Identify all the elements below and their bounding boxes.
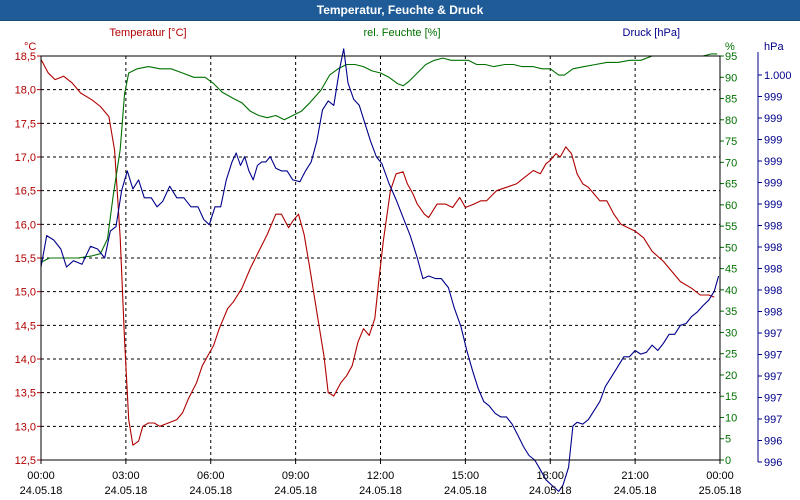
pressure-unit-label: hPa [764,41,784,53]
humidity-legend: rel. Feuchte [%] [363,27,440,39]
x-tick-time: 06:00 [197,470,225,482]
pressure-tick-label: 999 [764,135,782,147]
temperature-tick-label: 18,0 [15,85,36,97]
pressure-tick-label: 999 [764,156,782,168]
pressure-tick-label: 998 [764,285,782,297]
humidity-tick-label: 20 [725,370,737,382]
humidity-tick-label: 5 [725,434,731,446]
plot-frame [40,55,721,461]
x-tick-date: 24.05.18 [359,485,402,497]
pressure-tick-label: 998 [764,264,782,276]
humidity-tick-label: 50 [725,242,737,254]
x-tick-time: 18:00 [536,470,564,482]
temperature-line [40,59,715,446]
pressure-tick-label: 998 [764,242,782,254]
x-tick-time: 21:00 [621,470,649,482]
humidity-tick-label: 75 [725,136,737,148]
x-tick-time: 12:00 [367,470,395,482]
pressure-tick-label: 997 [764,328,782,340]
x-tick-time: 09:00 [282,470,310,482]
pressure-tick-label: 996 [764,457,782,469]
humidity-unit-label: % [725,41,735,53]
x-tick-time: 00:00 [27,470,55,482]
x-tick-date: 24.05.18 [20,485,63,497]
temperature-tick-label: 17,0 [15,152,36,164]
pressure-tick-label: 999 [764,113,782,125]
x-tick-time: 15:00 [452,470,480,482]
humidity-tick-label: 85 [725,94,737,106]
humidity-line [40,53,718,263]
pressure-legend: Druck [hPa] [623,27,680,39]
x-tick-date: 24.05.18 [614,485,657,497]
x-tick-time: 03:00 [112,470,140,482]
temperature-tick-label: 16,0 [15,219,36,231]
temperature-tick-label: 14,0 [15,354,36,366]
humidity-tick-label: 10 [725,412,737,424]
humidity-tick-label: 80 [725,115,737,127]
temperature-tick-label: 13,0 [15,421,36,433]
humidity-tick-label: 35 [725,306,737,318]
x-tick-date: 24.05.18 [104,485,147,497]
temperature-tick-label: 16,5 [15,186,36,198]
pressure-tick-label: 997 [764,414,782,426]
pressure-tick-label: 996 [764,436,782,448]
pressure-tick-label: 999 [764,178,782,190]
pressure-tick-label: 999 [764,92,782,104]
temperature-tick-label: 12,5 [15,455,36,467]
temperature-tick-label: 15,5 [15,253,36,265]
humidity-tick-label: 95 [725,51,737,63]
humidity-tick-label: 60 [725,200,737,212]
pressure-line [40,48,720,492]
x-tick-date: 24.05.18 [189,485,232,497]
pressure-tick-label: 997 [764,393,782,405]
humidity-tick-label: 40 [725,285,737,297]
humidity-tick-label: 0 [725,455,731,467]
temperature-tick-label: 15,0 [15,287,36,299]
temperature-legend: Temperatur [°C] [109,27,186,39]
temperature-unit-label: °C [24,41,36,53]
temperature-tick-label: 14,5 [15,320,36,332]
chart-title: Temperatur, Feuchte & Druck [0,0,800,21]
pressure-tick-label: 997 [764,371,782,383]
x-tick-time: 00:00 [706,470,734,482]
humidity-tick-label: 65 [725,179,737,191]
humidity-tick-label: 25 [725,349,737,361]
humidity-tick-label: 15 [725,391,737,403]
humidity-tick-label: 55 [725,221,737,233]
pressure-tick-label: 998 [764,221,782,233]
temperature-tick-label: 18,5 [15,51,36,63]
humidity-tick-label: 70 [725,157,737,169]
humidity-tick-label: 30 [725,327,737,339]
x-tick-date: 24.05.18 [444,485,487,497]
humidity-tick-label: 90 [725,72,737,84]
temperature-tick-label: 17,5 [15,118,36,130]
x-tick-date: 24.05.18 [274,485,317,497]
pressure-tick-label: 997 [764,350,782,362]
pressure-tick-label: 998 [764,307,782,319]
pressure-tick-label: 1.000 [764,70,792,82]
x-tick-date: 24.05.18 [529,485,572,497]
temperature-tick-label: 13,5 [15,388,36,400]
chart-area: 18,5 18,0 17,5 17,0 16,5 16,0 15,5 15,0 14,5 14,0… [15,27,792,497]
x-tick-date: 25.05.18 [699,485,742,497]
pressure-tick-label: 999 [764,199,782,211]
humidity-tick-label: 45 [725,264,737,276]
